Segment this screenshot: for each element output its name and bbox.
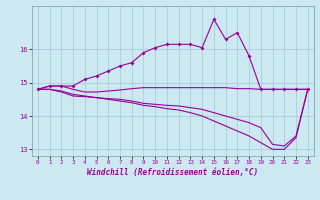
X-axis label: Windchill (Refroidissement éolien,°C): Windchill (Refroidissement éolien,°C) <box>87 168 258 177</box>
